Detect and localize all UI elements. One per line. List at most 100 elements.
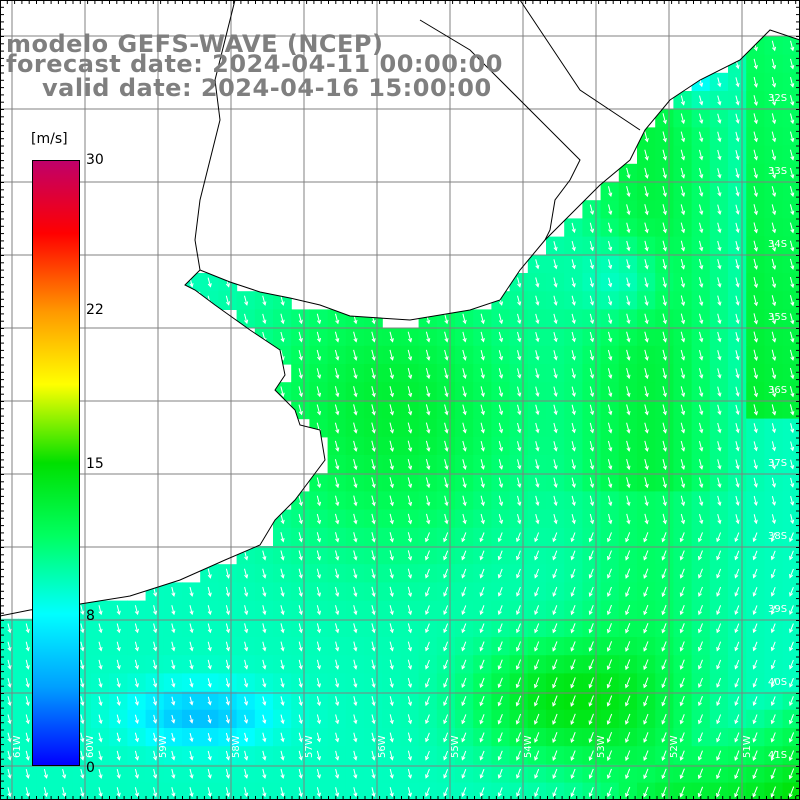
wind-arrow-head bbox=[7, 628, 12, 634]
wind-arrow bbox=[661, 768, 667, 779]
wind-arrow-head bbox=[462, 519, 467, 525]
wind-arrow bbox=[262, 678, 266, 687]
wind-arrow bbox=[7, 659, 11, 669]
wind-arrow bbox=[425, 331, 430, 342]
wind-arrow-head bbox=[444, 410, 449, 416]
wind-arrow-head bbox=[734, 592, 739, 597]
wind-arrow-head bbox=[752, 592, 757, 597]
wind-arrow-head bbox=[608, 447, 613, 452]
wind-arrow bbox=[535, 259, 539, 269]
wind-arrow-head bbox=[515, 702, 520, 707]
wind-arrow-head bbox=[753, 283, 758, 289]
wind-arrow bbox=[171, 696, 175, 705]
wind-arrow bbox=[716, 568, 722, 578]
wind-arrow bbox=[771, 568, 776, 578]
wind-arrow-head bbox=[335, 647, 340, 652]
wind-arrow bbox=[480, 477, 484, 488]
wind-arrow-head bbox=[772, 119, 777, 125]
wind-arrow-head bbox=[772, 156, 777, 161]
wind-arrow-head bbox=[735, 82, 740, 88]
wind-arrow-head bbox=[62, 774, 67, 779]
wind-arrow bbox=[335, 659, 339, 669]
wind-arrow bbox=[626, 386, 630, 397]
wind-arrow-head bbox=[189, 737, 194, 743]
wind-arrow bbox=[462, 513, 466, 524]
latitude-label: 40S bbox=[768, 677, 787, 688]
wind-arrow-head bbox=[735, 355, 740, 361]
wind-arrow-head bbox=[552, 628, 557, 634]
wind-arrow-head bbox=[589, 428, 595, 434]
wind-arrow bbox=[644, 477, 648, 488]
wind-arrow bbox=[371, 714, 375, 724]
wind-arrow bbox=[316, 349, 321, 360]
wind-arrow bbox=[335, 313, 339, 324]
wind-arrow bbox=[790, 441, 794, 451]
wind-arrow-head bbox=[790, 283, 795, 289]
wind-arrow bbox=[735, 331, 739, 342]
wind-arrow bbox=[153, 641, 157, 651]
wind-arrow-head bbox=[408, 411, 413, 416]
latitude-label: 39S bbox=[768, 604, 787, 615]
wind-arrow bbox=[789, 167, 794, 178]
wind-arrow-head bbox=[644, 228, 649, 234]
wind-arrow bbox=[789, 641, 794, 651]
wind-arrow bbox=[771, 76, 776, 87]
wind-arrow bbox=[134, 714, 139, 724]
wind-arrow bbox=[589, 623, 594, 633]
wind-arrow-head bbox=[317, 392, 322, 398]
wind-arrow-head bbox=[462, 447, 467, 452]
wind-arrow bbox=[443, 659, 449, 669]
wind-arrow bbox=[262, 750, 266, 760]
wind-arrow-head bbox=[479, 574, 484, 579]
wind-arrow bbox=[771, 113, 776, 124]
wind-arrow bbox=[480, 349, 484, 360]
wind-arrow bbox=[626, 204, 630, 215]
wind-arrow-head bbox=[225, 610, 230, 616]
wind-arrow bbox=[480, 313, 484, 324]
wind-arrow-head bbox=[790, 338, 795, 343]
wind-arrow-head bbox=[570, 684, 575, 689]
wind-arrow-head bbox=[535, 356, 540, 361]
wind-arrow bbox=[607, 604, 612, 615]
wind-arrow bbox=[717, 149, 721, 160]
wind-arrow bbox=[717, 404, 721, 415]
wind-arrow-head bbox=[189, 592, 194, 597]
wind-arrow bbox=[389, 696, 393, 706]
wind-arrow bbox=[589, 768, 594, 779]
wind-arrow bbox=[298, 605, 302, 615]
wind-arrow bbox=[553, 350, 557, 360]
wind-arrow-head bbox=[262, 756, 267, 761]
wind-arrow-head bbox=[770, 646, 775, 652]
wind-arrow-head bbox=[552, 720, 557, 725]
wind-arrow-head bbox=[461, 628, 466, 634]
wind-arrow bbox=[335, 696, 339, 706]
wind-arrow-head bbox=[699, 356, 704, 361]
wind-arrow-head bbox=[699, 228, 704, 234]
wind-arrow bbox=[752, 768, 758, 779]
wind-arrow bbox=[625, 532, 631, 542]
wind-arrow bbox=[480, 787, 485, 797]
wind-arrow bbox=[735, 77, 739, 87]
wind-arrow bbox=[790, 495, 794, 506]
wind-arrow-head bbox=[643, 592, 648, 598]
wind-arrow bbox=[789, 659, 794, 669]
wind-arrow bbox=[644, 331, 648, 342]
wind-arrow bbox=[571, 240, 575, 251]
wind-arrow-head bbox=[316, 319, 322, 325]
wind-arrow-head bbox=[316, 737, 321, 743]
wind-arrow bbox=[680, 641, 685, 651]
wind-arrow-head bbox=[443, 628, 448, 634]
wind-arrow bbox=[189, 750, 193, 760]
wind-arrow-head bbox=[571, 483, 576, 489]
wind-arrow bbox=[25, 659, 29, 669]
wind-arrow-head bbox=[443, 737, 448, 743]
wind-arrow-head bbox=[626, 483, 631, 489]
wind-arrow bbox=[316, 787, 321, 797]
wind-arrow bbox=[644, 131, 648, 142]
wind-arrow bbox=[570, 732, 576, 743]
wind-arrow bbox=[335, 787, 339, 797]
wind-arrow-head bbox=[790, 119, 795, 125]
wind-arrow-head bbox=[189, 628, 194, 634]
